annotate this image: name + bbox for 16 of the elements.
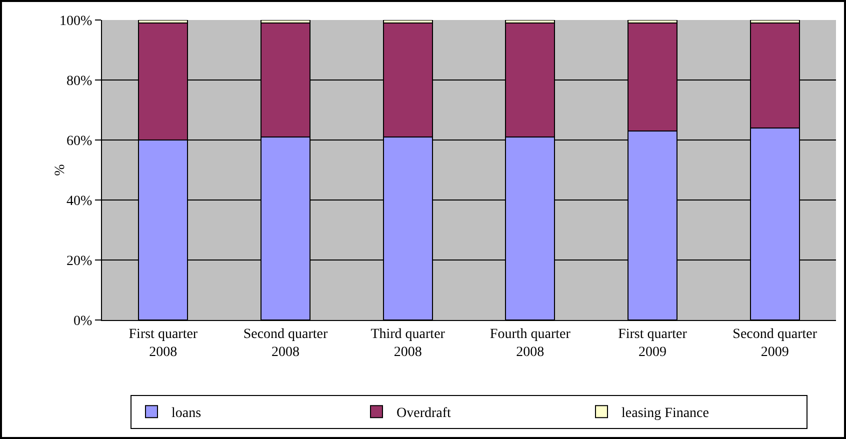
y-tick-label: 20%	[66, 254, 93, 269]
x-tick-label: First quarter 2008	[128, 326, 198, 360]
x-tick-label: First quarter 2009	[618, 326, 688, 360]
y-axis-title: %	[53, 164, 68, 176]
legend-label: leasing Finance	[622, 406, 709, 422]
x-tick-label: Second quarter 2009	[732, 326, 818, 360]
legend-label: loans	[172, 406, 202, 422]
y-tick-label: 60%	[66, 134, 93, 149]
legend-label: Overdraft	[396, 406, 452, 422]
y-tick-label: 0%	[74, 314, 93, 329]
y-tick-label: 40%	[66, 194, 93, 209]
y-tick-label: 100%	[60, 14, 93, 29]
x-tick-label: Third quarter 2008	[370, 326, 446, 360]
x-tick-label: Fourth quarter 2008	[490, 326, 571, 360]
x-tick-label: Second quarter 2008	[243, 326, 328, 360]
y-tick-label: 80%	[66, 74, 93, 89]
